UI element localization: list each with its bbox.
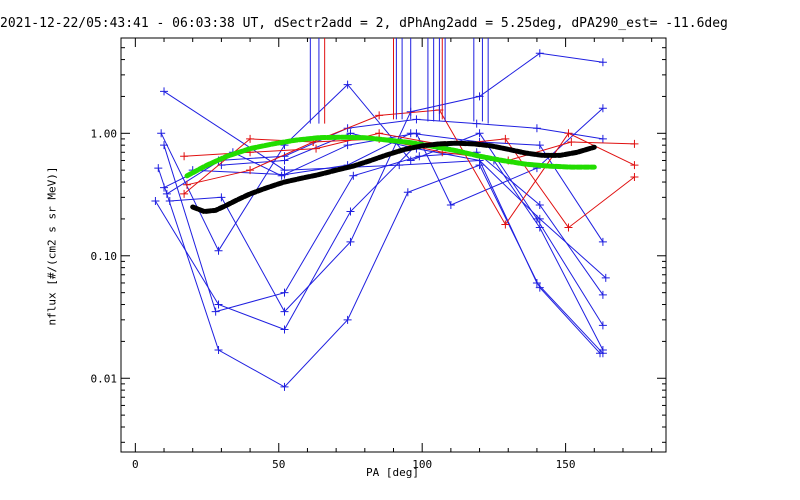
blue-series-line <box>163 118 603 189</box>
red-series-marker <box>564 223 573 232</box>
x-tick-label: 100 <box>412 458 432 471</box>
red-series-marker <box>564 129 573 138</box>
blue-series-line <box>169 52 603 313</box>
red-series-marker <box>182 180 191 189</box>
blue-series-marker <box>472 119 481 128</box>
blue-series-marker <box>346 207 355 216</box>
red-series-marker <box>180 152 189 161</box>
blue-series-marker <box>343 80 352 89</box>
blue-series-marker <box>280 307 289 316</box>
blue-series-marker <box>598 134 607 143</box>
blue-series-marker <box>446 200 455 209</box>
red-series-marker <box>630 172 639 181</box>
red-series-line <box>186 138 635 186</box>
black-fit-curve <box>190 140 597 215</box>
blue-series-line <box>154 141 604 351</box>
blue-series-marker <box>403 188 412 197</box>
blue-series-marker <box>406 129 415 138</box>
blue-series-marker <box>214 246 223 255</box>
red-series-marker <box>630 139 639 148</box>
blue-series-marker <box>157 129 166 138</box>
blue-series-marker <box>160 141 169 150</box>
blue-series-marker <box>349 171 358 180</box>
y-tick-label: 0.10 <box>91 250 118 263</box>
blue-series-marker <box>280 156 289 165</box>
y-tick-label: 1.00 <box>91 127 118 140</box>
blue-series-marker <box>214 300 223 309</box>
y-axis-label: nflux [#/(cm2 s sr MeV)] <box>45 166 59 326</box>
blue-series-line <box>160 83 604 326</box>
blue-series-marker <box>406 156 415 165</box>
blue-series-marker <box>415 152 424 161</box>
x-axis-label: PA [deg] <box>366 466 419 479</box>
blue-series-marker <box>535 200 544 209</box>
blue-series-marker <box>160 87 169 96</box>
blue-series-marker <box>217 193 226 202</box>
red-series-line <box>184 132 635 229</box>
blue-series-marker <box>151 197 160 206</box>
blue-series-marker <box>165 197 174 206</box>
blue-series-marker <box>532 124 541 133</box>
blue-series-marker <box>535 141 544 150</box>
red-series-marker <box>246 166 255 175</box>
x-tick-label: 50 <box>272 458 285 471</box>
blue-series-marker <box>214 346 223 355</box>
blue-series-marker <box>475 129 484 138</box>
green-fit-curve <box>184 134 597 179</box>
red-series-marker <box>567 137 576 146</box>
blue-series-marker <box>598 237 607 246</box>
blue-series-marker <box>601 273 610 282</box>
blue-series-marker <box>343 315 352 324</box>
blue-series-marker <box>346 237 355 246</box>
blue-series-marker <box>598 290 607 299</box>
red-series-line <box>183 109 635 226</box>
x-tick-label: 150 <box>556 458 576 471</box>
blue-series-marker <box>598 58 607 67</box>
blue-series-marker <box>154 164 163 173</box>
blue-series-marker <box>280 325 289 334</box>
blue-series-marker <box>280 170 289 179</box>
blue-series-line <box>163 145 604 313</box>
red-series-marker <box>501 220 510 229</box>
blue-series-marker <box>535 283 544 292</box>
blue-series-marker <box>598 104 607 113</box>
red-series-marker <box>180 189 189 198</box>
red-series-marker <box>312 144 321 153</box>
blue-series-marker <box>160 183 169 192</box>
blue-series-marker <box>535 223 544 232</box>
blue-series-marker <box>596 349 605 358</box>
chart-title: 2021-12-22/05:43:41 - 06:03:38 UT, dSect… <box>0 16 728 31</box>
blue-series-marker <box>280 288 289 297</box>
blue-series-line <box>157 164 601 388</box>
blue-series-marker <box>532 278 541 287</box>
blue-series-marker <box>343 141 352 150</box>
blue-series-marker <box>412 115 421 124</box>
blue-series-marker <box>280 382 289 391</box>
red-series-marker <box>246 134 255 143</box>
blue-series-marker <box>535 214 544 223</box>
blue-series-marker <box>162 189 171 198</box>
blue-series-marker <box>598 321 607 330</box>
y-tick-label: 0.01 <box>91 372 118 385</box>
blue-series-marker <box>535 49 544 58</box>
red-series-marker <box>501 134 510 143</box>
blue-series-marker <box>211 307 220 316</box>
red-series-marker <box>375 111 384 120</box>
x-tick-label: 0 <box>132 458 139 471</box>
red-series-marker <box>630 161 639 170</box>
